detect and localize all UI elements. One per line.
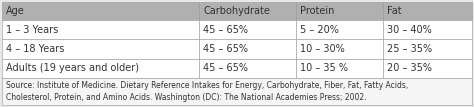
Text: Fat: Fat	[387, 6, 401, 16]
Bar	[2, 78, 472, 105]
Text: 20 – 35%: 20 – 35%	[387, 63, 432, 73]
Text: 4 – 18 Years: 4 – 18 Years	[6, 44, 64, 54]
Text: Age: Age	[6, 6, 25, 16]
Bar	[383, 2, 472, 20]
Bar	[383, 39, 472, 59]
Text: 25 – 35%: 25 – 35%	[387, 44, 432, 54]
Text: Protein: Protein	[300, 6, 334, 16]
Text: Source: Institute of Medicine. Dietary Reference Intakes for Energy, Carbohydrat: Source: Institute of Medicine. Dietary R…	[6, 81, 408, 102]
Bar	[296, 59, 383, 78]
Bar	[2, 59, 200, 78]
Text: 5 – 20%: 5 – 20%	[300, 25, 338, 35]
Bar	[200, 2, 296, 20]
Bar	[383, 59, 472, 78]
Bar	[200, 20, 296, 39]
Text: 45 – 65%: 45 – 65%	[203, 63, 248, 73]
Text: 1 – 3 Years: 1 – 3 Years	[6, 25, 58, 35]
Bar	[383, 20, 472, 39]
Bar	[296, 20, 383, 39]
Text: 10 – 30%: 10 – 30%	[300, 44, 345, 54]
Text: 10 – 35 %: 10 – 35 %	[300, 63, 348, 73]
Text: Carbohydrate: Carbohydrate	[203, 6, 270, 16]
Text: 45 – 65%: 45 – 65%	[203, 25, 248, 35]
Bar	[2, 20, 200, 39]
Bar	[296, 2, 383, 20]
Bar	[2, 39, 200, 59]
Bar	[2, 2, 200, 20]
Text: 45 – 65%: 45 – 65%	[203, 44, 248, 54]
Text: 30 – 40%: 30 – 40%	[387, 25, 431, 35]
Bar	[200, 59, 296, 78]
Text: Adults (19 years and older): Adults (19 years and older)	[6, 63, 139, 73]
Bar	[200, 39, 296, 59]
Bar	[296, 39, 383, 59]
